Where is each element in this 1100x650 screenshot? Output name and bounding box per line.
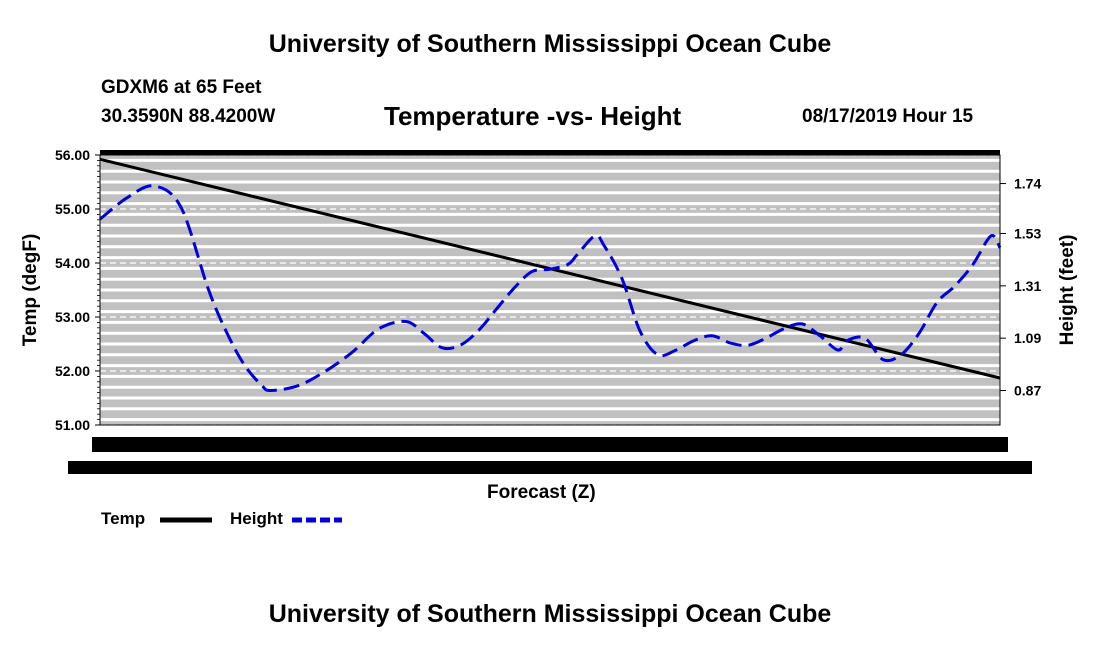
y-right-tick-label: 0.87 (1014, 383, 1041, 399)
y-right-tick-label: 1.53 (1014, 226, 1041, 242)
series-line-height (99, 184, 1002, 393)
y-left-tick-label: 52.00 (55, 363, 90, 379)
y-left-tick-label: 53.00 (55, 309, 90, 325)
y-left-tick-label: 56.00 (55, 147, 90, 163)
y-axis-right-label: Height (feet) (1057, 235, 1078, 346)
y-left-tick-label: 55.00 (55, 201, 90, 217)
x-axis-tick-band (92, 437, 1008, 452)
footer-title: University of Southern Mississippi Ocean… (268, 600, 832, 628)
y-axis-left-label: Temp (degF) (20, 234, 41, 347)
coordinates-label: 30.3590N 88.4200W (101, 106, 276, 127)
x-axis-label: Forecast (Z) (487, 482, 596, 503)
datetime-label: 08/17/2019 Hour 15 (802, 106, 974, 127)
series-layer (99, 157, 1002, 393)
legend-label-height: Height (230, 509, 283, 528)
y-right-tick-label: 1.31 (1014, 278, 1041, 294)
legend-label-temp: Temp (101, 509, 146, 528)
left-axis: 51.00 52.00 53.00 54.00 55.00 56.00 (55, 147, 100, 433)
y-left-tick-label: 54.00 (55, 255, 90, 271)
plot-top-border (100, 150, 1000, 155)
page-title: University of Southern Mississippi Ocean… (268, 30, 832, 58)
y-right-tick-label: 1.74 (1014, 176, 1041, 192)
x-axis-label-band (68, 461, 1032, 474)
y-right-tick-label: 1.09 (1014, 330, 1041, 346)
right-axis: 0.87 1.09 1.31 1.53 1.74 (1000, 176, 1041, 399)
y-left-tick-label: 51.00 (55, 417, 90, 433)
chart-title: Temperature -vs- Height (384, 101, 682, 131)
station-label: GDXM6 at 65 Feet (101, 77, 262, 98)
